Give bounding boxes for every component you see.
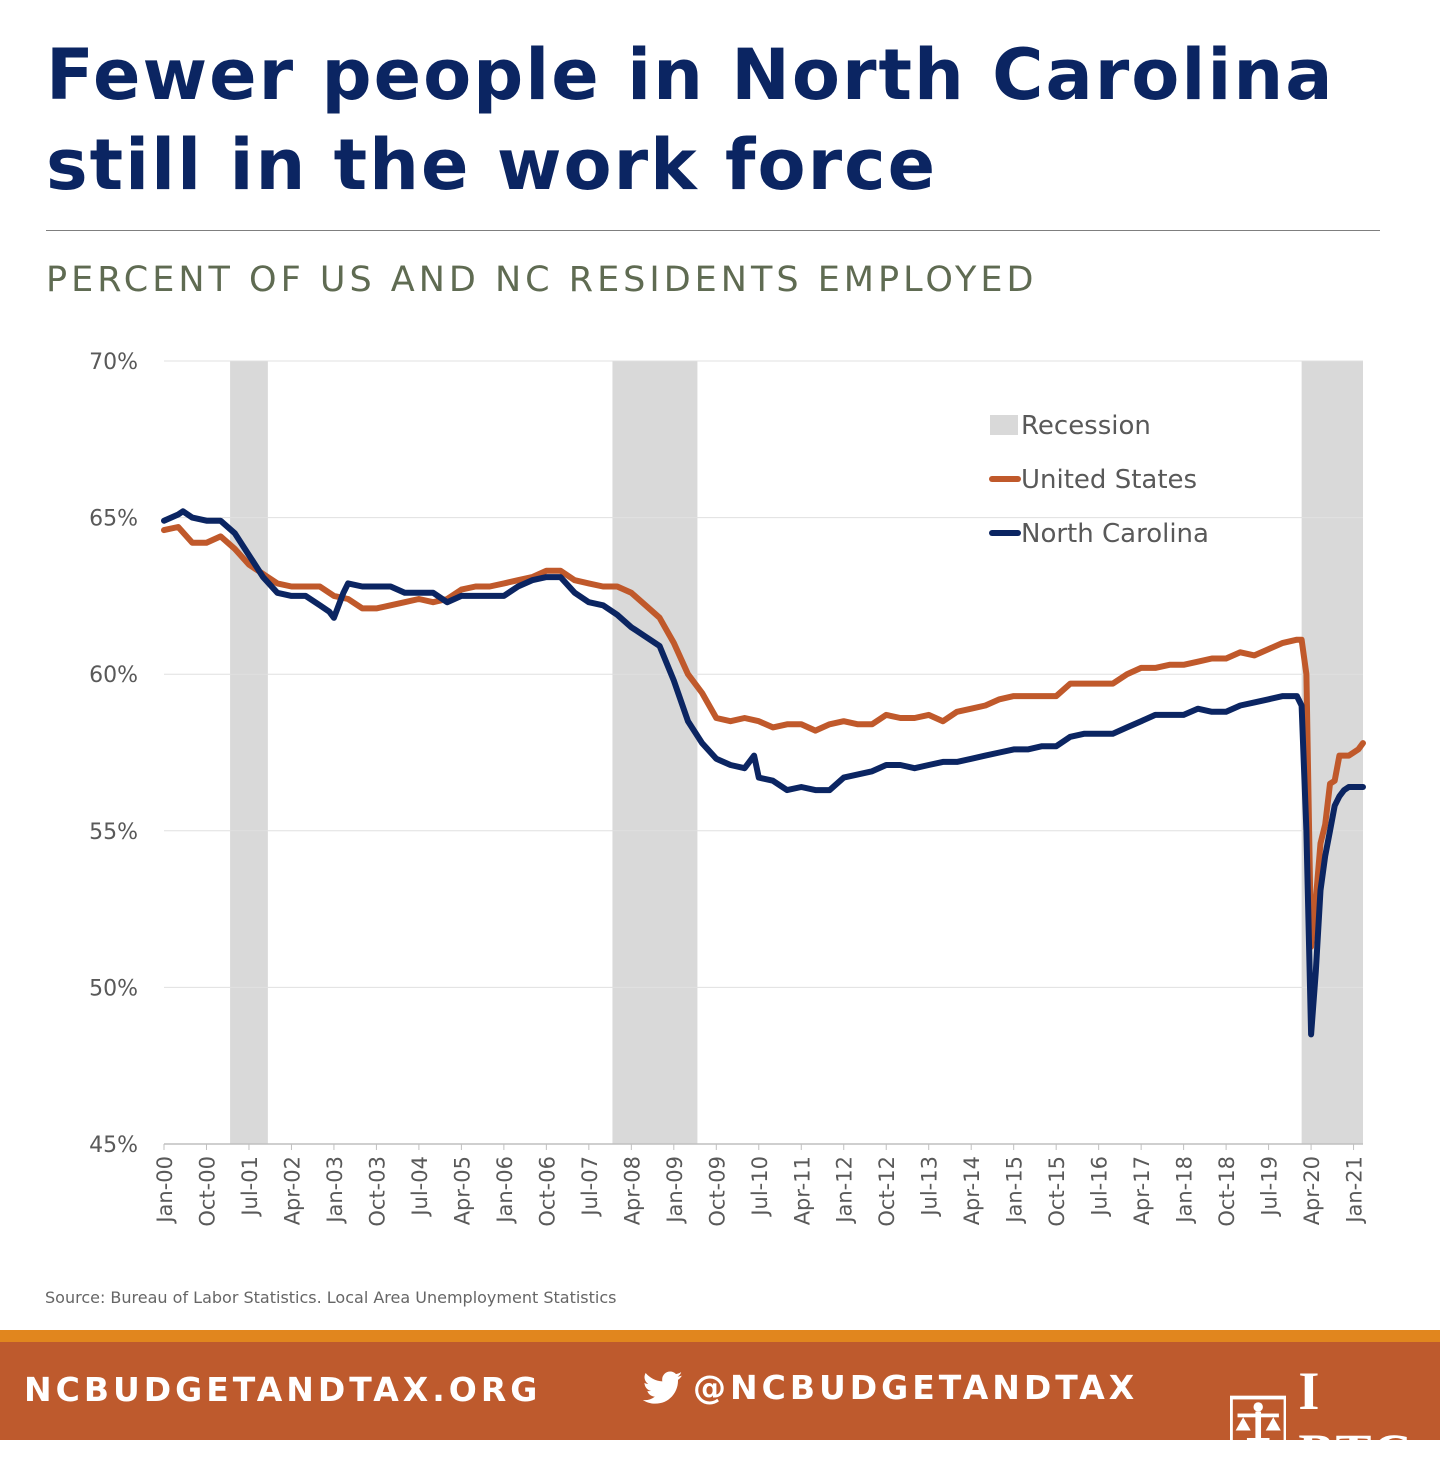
chart-subtitle: PERCENT OF US AND NC RESIDENTS EMPLOYED xyxy=(46,260,1038,300)
title-divider xyxy=(46,230,1380,231)
x-tick-label: Jul-04 xyxy=(408,1156,432,1218)
x-tick-label: Apr-17 xyxy=(1130,1156,1154,1225)
x-tick-label: Jul-16 xyxy=(1088,1156,1112,1218)
y-tick-label: 45% xyxy=(89,1133,138,1158)
x-tick-label: Jul-19 xyxy=(1258,1156,1282,1218)
legend-label-north-carolina: North Carolina xyxy=(1021,519,1209,549)
twitter-handle-group[interactable]: @NCBUDGETANDTAX xyxy=(643,1368,1138,1407)
footer-accent-strip xyxy=(0,1330,1440,1342)
x-tick-label: Apr-14 xyxy=(960,1156,984,1225)
twitter-handle: @NCBUDGETANDTAX xyxy=(693,1368,1139,1407)
x-tick-label: Oct-18 xyxy=(1215,1156,1239,1227)
x-tick-label: Oct-00 xyxy=(195,1156,219,1227)
y-tick-label: 65% xyxy=(89,507,138,532)
twitter-icon xyxy=(643,1371,683,1404)
footer-bar: NCBUDGETANDTAX.ORG @NCBUDGETANDTAX I BTC xyxy=(0,1342,1440,1483)
btc-logo-text: I BTC xyxy=(1298,1361,1413,1483)
x-tick-label: Jul-10 xyxy=(748,1156,772,1218)
x-tick-label: Jul-07 xyxy=(578,1156,602,1218)
legend-label-united-states: United States xyxy=(1021,465,1197,495)
recession-band-2 xyxy=(612,361,698,1144)
x-tick-label: Jan-00 xyxy=(153,1156,177,1225)
series-lines xyxy=(161,508,1366,1038)
x-tick-label: Oct-09 xyxy=(705,1156,729,1227)
x-tick-label: Oct-03 xyxy=(365,1156,389,1227)
x-tick-label: Jan-09 xyxy=(663,1156,687,1225)
x-tick-label: Apr-20 xyxy=(1300,1156,1324,1225)
legend: Recession United States North Carolina xyxy=(989,411,1209,549)
x-tick-label: Jul-01 xyxy=(238,1156,262,1218)
x-tick-label: Jan-12 xyxy=(833,1156,857,1225)
y-tick-label: 60% xyxy=(89,663,138,688)
x-tick-label: Jan-06 xyxy=(493,1156,517,1225)
x-tick-label: Oct-06 xyxy=(535,1156,559,1227)
page-title: Fewer people in North Carolina still in … xyxy=(46,34,1335,206)
series-line-united-states xyxy=(161,524,1366,950)
x-tick-label: Apr-02 xyxy=(280,1156,304,1225)
btc-scales-logo-icon xyxy=(1230,1395,1287,1449)
btc-logo[interactable]: I BTC xyxy=(1230,1360,1440,1484)
y-tick-label: 55% xyxy=(89,820,138,845)
y-axis-ticks: 70% 65% 60% 55% 50% 45% xyxy=(89,350,138,1158)
x-tick-label: Jan-18 xyxy=(1173,1156,1197,1225)
legend-swatch-recession xyxy=(990,415,1018,435)
x-tick-label: Apr-08 xyxy=(620,1156,644,1225)
y-tick-label: 50% xyxy=(89,976,138,1001)
x-tick-label: Apr-05 xyxy=(450,1156,474,1225)
y-tick-label: 70% xyxy=(89,350,138,375)
gridlines xyxy=(164,360,1363,1145)
x-axis-ticks: Jan-00 Oct-00 Jul-01 Apr-02 Jan-03 Oct-03 Jul-… xyxy=(153,1144,1367,1227)
x-tick-label: Oct-15 xyxy=(1045,1156,1069,1227)
x-tick-label: Jul-13 xyxy=(918,1156,942,1218)
x-tick-label: Jan-21 xyxy=(1343,1156,1367,1225)
x-tick-label: Jan-03 xyxy=(323,1156,347,1225)
x-tick-label: Jan-15 xyxy=(1003,1156,1027,1225)
source-note: Source: Bureau of Labor Statistics. Loca… xyxy=(45,1288,617,1307)
recession-band-1 xyxy=(230,361,268,1144)
series-line-north-carolina xyxy=(161,508,1366,1038)
x-tick-label: Apr-11 xyxy=(790,1156,814,1225)
x-tick-label: Oct-12 xyxy=(875,1156,899,1227)
employment-line-chart: 70% 65% 60% 55% 50% 45% Jan-00 Oct-00 Jul-01 Apr… xyxy=(89,350,1367,1227)
legend-label-recession: Recession xyxy=(1021,411,1151,441)
website-link[interactable]: NCBUDGETANDTAX.ORG xyxy=(24,1370,542,1409)
